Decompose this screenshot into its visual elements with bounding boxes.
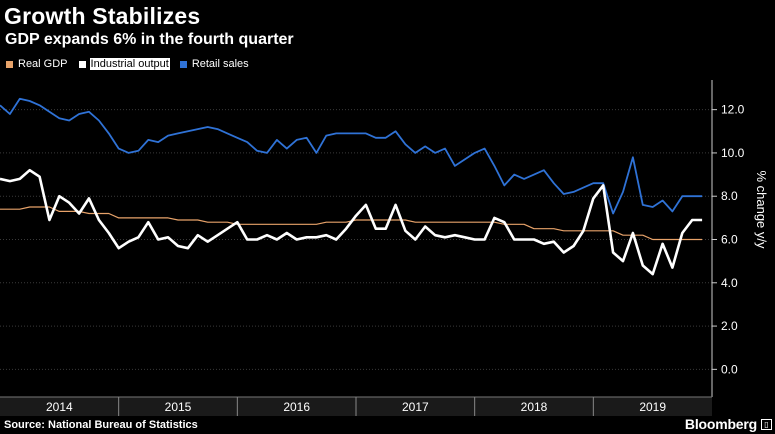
x-tick-label: 2018 (521, 400, 548, 414)
source-note: Source: National Bureau of Statistics (4, 419, 198, 431)
y-tick-label: 4.0 (721, 276, 738, 290)
legend-item-industrial-output[interactable]: Industrial output (78, 58, 170, 70)
legend-swatch-industrial-output (78, 60, 86, 68)
line-chart: 0.0 2.0 4.0 6.0 8.0 10.0 12.0 2014 2015 2016 2017 2… (0, 80, 769, 417)
legend-label-real-gdp: Real GDP (18, 58, 68, 70)
x-tick-label: 2019 (639, 400, 666, 414)
x-tick-label: 2017 (402, 400, 429, 414)
y-tick-label: 2.0 (721, 319, 738, 333)
x-tick-label: 2015 (165, 400, 192, 414)
legend-item-retail-sales[interactable]: Retail sales (179, 58, 250, 70)
y-axis-label: % change y/y (754, 170, 769, 249)
chart-subtitle: GDP expands 6% in the fourth quarter (5, 31, 294, 48)
x-tick-label: 2014 (46, 400, 73, 414)
y-tick-label: 6.0 (721, 233, 738, 247)
series-line-retail-sales (0, 97, 703, 215)
chart-legend: Real GDP Industrial output Retail sales (6, 58, 260, 70)
legend-swatch-real-gdp (6, 60, 13, 68)
x-tick-label: 2016 (283, 400, 310, 414)
chart-title: Growth Stabilizes (4, 3, 201, 29)
y-tick-label: 0.0 (721, 362, 738, 376)
legend-label-industrial-output: Industrial output (89, 58, 170, 70)
y-tick-label: 12.0 (721, 103, 745, 117)
y-tick-label: 8.0 (721, 189, 738, 203)
legend-item-real-gdp[interactable]: Real GDP (6, 58, 69, 70)
chart-area: 0.0 2.0 4.0 6.0 8.0 10.0 12.0 2014 2015 2016 2017 2… (0, 70, 775, 417)
y-tick-label: 10.0 (721, 146, 745, 160)
legend-swatch-retail-sales (179, 60, 187, 68)
bloomberg-logo-icon: ▯ (761, 419, 772, 430)
brand-logo: Bloomberg (684, 416, 757, 432)
series-line-industrial-output (0, 168, 703, 276)
legend-label-retail-sales: Retail sales (191, 58, 249, 70)
